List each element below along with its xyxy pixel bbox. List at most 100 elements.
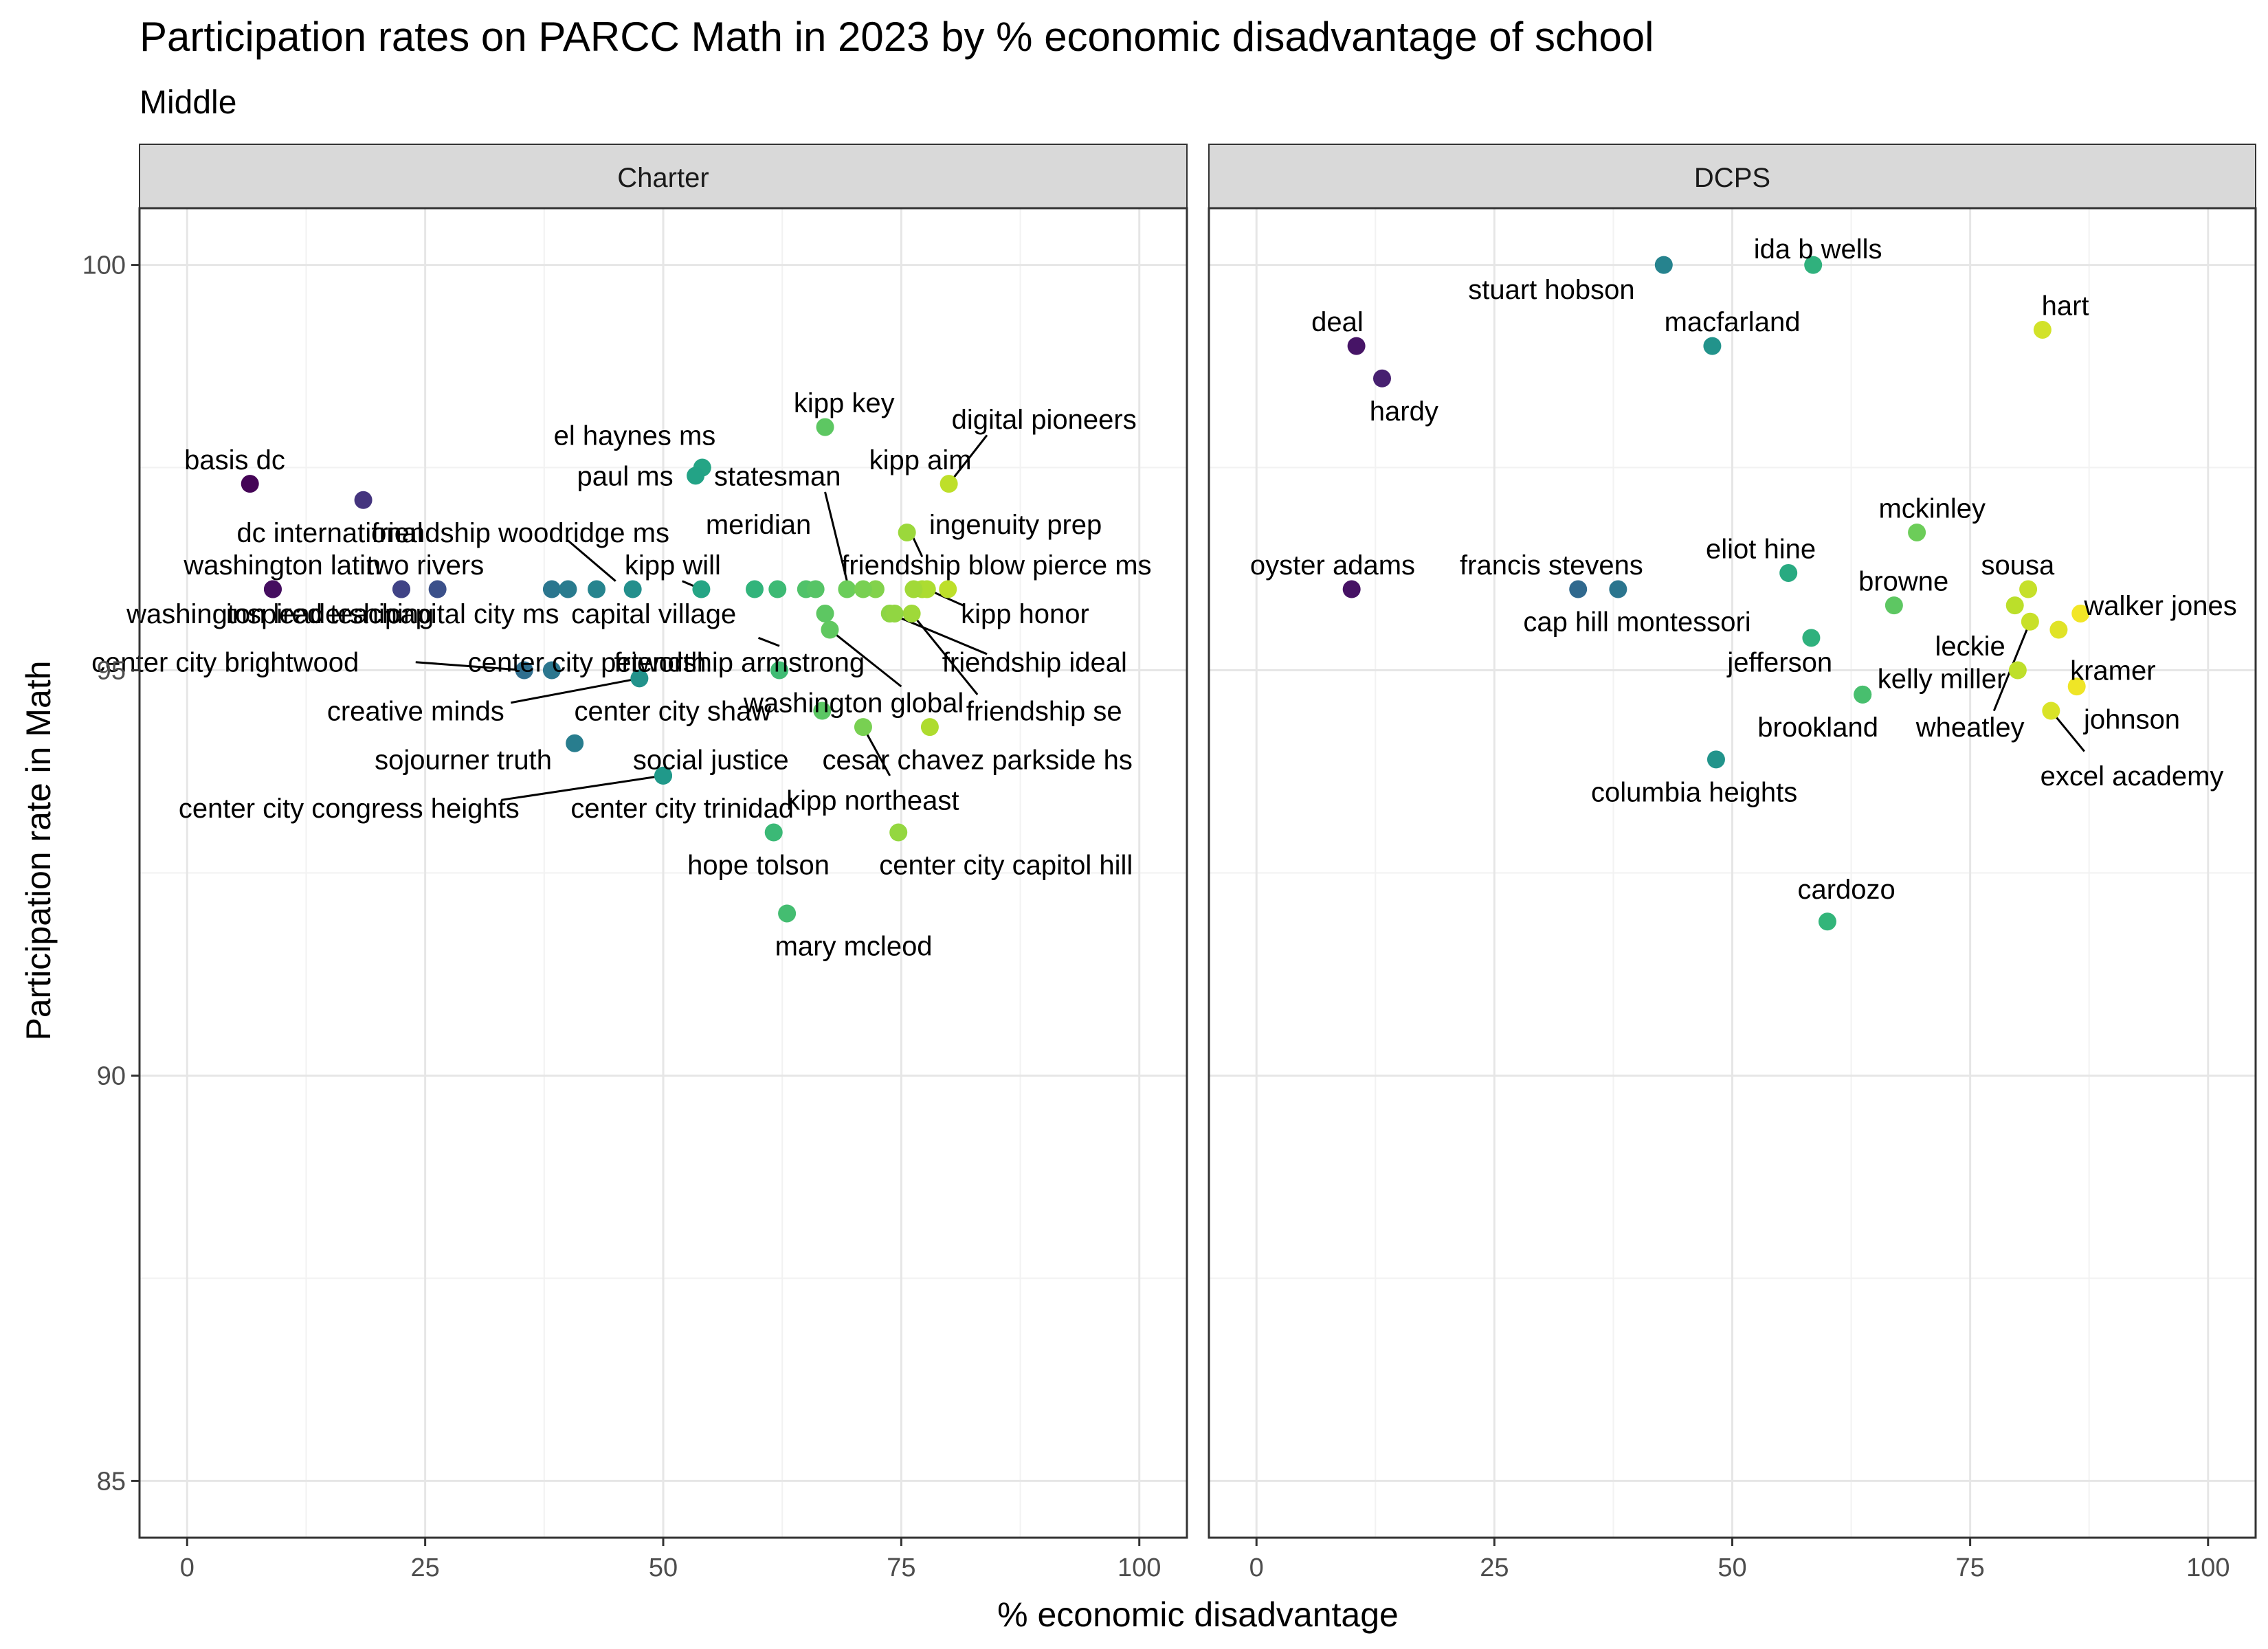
point-label-social-justice: social justice	[633, 745, 789, 775]
x-tick-label: 75	[887, 1553, 915, 1582]
point-label-basis-dc: basis dc	[184, 445, 285, 475]
data-point-browne-ec	[2008, 661, 2027, 680]
point-label-kelly-miller: kelly miller	[1878, 664, 2006, 694]
data-point-sousa	[2019, 580, 2038, 598]
data-point-leckie	[2005, 596, 2024, 615]
point-label-washington-global: washington global	[743, 688, 964, 719]
data-point-columbia-heights	[1706, 750, 1725, 769]
data-point-friendship-se	[902, 604, 921, 622]
data-point-dc-prep-benning	[806, 580, 825, 598]
data-point-cesar-chavez-parkside-hs	[920, 718, 939, 737]
label-segment	[567, 539, 616, 582]
data-point-digital-pioneers	[940, 475, 958, 493]
data-point-center-city-congress-heights	[654, 766, 672, 785]
data-point-perry-street	[768, 580, 787, 598]
label-segment	[948, 434, 988, 485]
data-point-center-city-shaw	[770, 661, 789, 680]
point-label-statesman: statesman	[714, 461, 841, 491]
point-label-columbia-heights: columbia heights	[1591, 778, 1797, 808]
data-point-ida-b-wells	[1804, 256, 1823, 274]
x-tick-label: 100	[1118, 1553, 1161, 1582]
data-point-friendship-woodridge-ms	[542, 580, 561, 598]
data-point-social-justice	[813, 702, 832, 720]
data-point-hardy	[1372, 369, 1391, 388]
x-tick-label: 25	[410, 1553, 439, 1582]
y-axis-label: Participation rate in Math	[19, 660, 58, 1040]
point-label-inspired-teaching: inspired teaching	[226, 599, 434, 629]
data-point-walker-jones	[2071, 604, 2090, 622]
point-label-mckinley: mckinley	[1878, 494, 1986, 524]
point-label-kipp-key: kipp key	[794, 388, 895, 418]
data-point-oyster-adams	[1342, 580, 1361, 598]
point-label-meridian: meridian	[706, 510, 811, 540]
points	[241, 418, 958, 923]
gridlines	[1209, 208, 2256, 1538]
point-label-hope-tolson: hope tolson	[687, 851, 830, 881]
point-label-el-haynes-ms: el haynes ms	[554, 420, 716, 451]
data-point-kipp-key	[816, 418, 834, 436]
facet-strip	[1208, 144, 2256, 209]
data-point-friendship-adams	[866, 580, 885, 598]
point-label-kipp-honor: kipp honor	[961, 599, 1089, 629]
data-point-cardozo	[1818, 912, 1836, 931]
point-label-excel-academy: excel academy	[2041, 761, 2224, 792]
x-tick-label: 0	[180, 1553, 194, 1582]
point-label-stuart-hobson: stuart hobson	[1468, 275, 1634, 305]
data-point-stuart-hobson	[1654, 256, 1673, 274]
point-label-capital-village: capital village	[571, 599, 736, 629]
point-label-brookland: brookland	[1757, 713, 1878, 743]
point-label-center-city-congress-heights: center city congress heights	[179, 794, 520, 824]
point-label-hardy: hardy	[1370, 396, 1438, 427]
point-label-washington-leadership: washington leadership	[126, 599, 400, 629]
point-label-friendship-se: friendship se	[966, 697, 1122, 727]
label-segment	[511, 677, 640, 704]
point-label-kramer: kramer	[2070, 656, 2155, 686]
facet-strip	[139, 144, 1188, 209]
point-label-kipp-aim: kipp aim	[869, 445, 972, 475]
data-point-center-city-brightwood	[542, 661, 561, 680]
data-point-mckinley	[1908, 523, 1926, 541]
point-label-friendship-ideal: friendship ideal	[942, 648, 1127, 678]
point-label-kipp-will: kipp will	[625, 550, 721, 581]
point-label-oyster-adams: oyster adams	[1250, 550, 1415, 581]
point-label-cap-hill-montessori: cap hill montessori	[1523, 607, 1750, 638]
data-point-mary-mcleod	[778, 904, 797, 923]
point-label-sojourner-truth: sojourner truth	[375, 745, 552, 775]
point-label-center-city-petworth: center city petworth	[468, 648, 707, 678]
data-point-kipp-legacy	[854, 580, 872, 598]
point-label-creative-minds: creative minds	[327, 697, 504, 727]
point-label-jefferson: jefferson	[1726, 648, 1832, 678]
point-label-paul-ms: paul ms	[577, 461, 674, 491]
data-point-excel-academy	[2042, 702, 2060, 720]
data-point-friendship-blow-pierce-ms	[904, 580, 923, 598]
data-point-macfarland	[1703, 337, 1722, 355]
data-point-browne	[1885, 596, 1903, 615]
point-label-ingenuity-prep: ingenuity prep	[929, 510, 1102, 540]
point-label-browne: browne	[1858, 567, 1948, 597]
data-point-paul-ms	[687, 467, 705, 485]
label-segment	[758, 636, 780, 647]
data-point-capital-village	[692, 580, 711, 598]
point-label-capital-city-ms: capital city ms	[386, 599, 559, 629]
point-label-washington-latin: washington latin	[183, 550, 381, 581]
data-point-inspired-teaching	[392, 580, 410, 598]
data-point-dc-international	[354, 491, 373, 509]
x-axis: 0 25 50 75 100	[1249, 1538, 2230, 1582]
label-segments	[415, 434, 988, 801]
data-point-kipp-northeast	[854, 718, 872, 737]
label-segment	[824, 491, 848, 582]
data-point-friendship-armstrong	[816, 604, 834, 622]
facet-strip-label: DCPS	[1694, 163, 1770, 193]
data-point-sojourner-truth	[566, 734, 584, 752]
x-tick-label: 100	[2186, 1553, 2230, 1582]
facet-strip-label: Charter	[617, 163, 709, 193]
data-point-deal	[1347, 337, 1366, 355]
x-tick-label: 50	[1717, 1553, 1746, 1582]
data-point-center-city-capitol-hill	[889, 823, 908, 842]
point-label-mary-mcleod: mary mcleod	[775, 932, 933, 962]
facet-panel-dcps: DCPS deal hardy oyster adams stuart hobson id…	[1208, 144, 2257, 1582]
data-point-washington-global	[821, 620, 839, 639]
point-label-dc-international: dc international	[236, 518, 423, 548]
point-label-francis-stevens: francis stevens	[1460, 550, 1643, 581]
